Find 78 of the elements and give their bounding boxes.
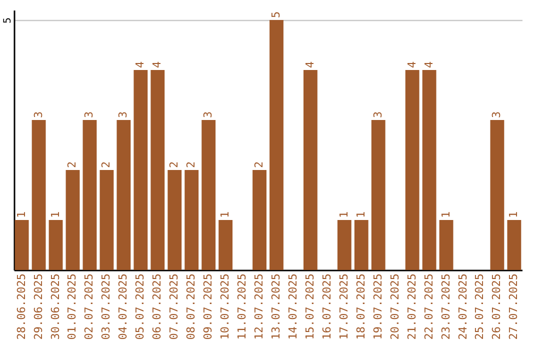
bar [116, 120, 131, 270]
bar [270, 20, 284, 270]
bar [150, 70, 165, 270]
x-tick-label: 17.07.2025 [337, 274, 350, 340]
bar [303, 70, 318, 270]
data-label: 1 [439, 211, 452, 218]
x-tick-label: 14.07.2025 [286, 274, 300, 340]
data-label: 3 [490, 111, 504, 118]
x-tick-label: 03.07.2025 [100, 274, 113, 340]
bar [405, 70, 420, 270]
bar [168, 170, 182, 270]
x-tick-label: 25.07.2025 [473, 274, 486, 340]
bar [184, 170, 199, 270]
x-tick-label: 02.07.2025 [82, 274, 96, 340]
data-label: 4 [422, 61, 436, 68]
bar [32, 120, 46, 270]
x-tick-label: 08.07.2025 [184, 274, 198, 340]
x-tick-label: 30.06.2025 [48, 274, 62, 340]
bar [100, 170, 114, 270]
x-tick-label: 15.07.2025 [303, 274, 316, 340]
data-label: 1 [337, 211, 350, 218]
data-label: 4 [150, 61, 164, 68]
x-tick-label: 20.07.2025 [388, 274, 402, 340]
bar [507, 220, 522, 270]
x-tick-label: 04.07.2025 [116, 274, 130, 340]
data-label: 3 [202, 111, 215, 118]
x-tick-label: 26.07.2025 [490, 274, 504, 340]
x-tick-label: 12.07.2025 [252, 274, 266, 340]
data-label: 1 [354, 211, 368, 218]
bar [337, 220, 352, 270]
x-tick-label: 01.07.2025 [66, 274, 79, 340]
bar [14, 220, 29, 270]
x-tick-label: 07.07.2025 [168, 274, 181, 340]
data-label: 1 [48, 211, 62, 218]
bar [422, 70, 436, 270]
data-label: 1 [14, 211, 28, 218]
bar [134, 70, 148, 270]
x-tick-label: 22.07.2025 [422, 274, 436, 340]
data-label: 2 [184, 161, 198, 168]
x-tick-label: 24.07.2025 [456, 274, 470, 340]
x-tick-label: 21.07.2025 [405, 274, 418, 340]
x-tick-label: 10.07.2025 [218, 274, 232, 340]
x-tick-label: 16.07.2025 [320, 274, 334, 340]
data-label: 3 [82, 111, 96, 118]
x-tick-label: 09.07.2025 [202, 274, 215, 340]
bar [354, 220, 368, 270]
x-tick-label: 05.07.2025 [134, 274, 147, 340]
data-label: 2 [168, 161, 181, 168]
x-tick-label: 27.07.2025 [507, 274, 520, 340]
bar [48, 220, 63, 270]
x-tick-label: 18.07.2025 [354, 274, 368, 340]
x-tick-label: 13.07.2025 [269, 274, 282, 340]
data-label: 3 [371, 111, 384, 118]
bar [202, 120, 216, 270]
x-tick-label: 28.06.2025 [14, 274, 28, 340]
bar [439, 220, 454, 270]
x-tick-label: 29.06.2025 [32, 274, 45, 340]
data-label: 1 [507, 211, 520, 218]
data-label: 3 [116, 111, 130, 118]
bar [82, 120, 97, 270]
data-label: 2 [252, 161, 266, 168]
bar [66, 170, 80, 270]
bar [490, 120, 504, 270]
x-tick-label: 19.07.2025 [371, 274, 384, 340]
bar [371, 120, 386, 270]
data-label: 2 [100, 161, 113, 168]
x-tick-label: 23.07.2025 [439, 274, 452, 340]
data-label: 4 [405, 61, 418, 68]
bar [218, 220, 233, 270]
x-tick-label: 11.07.2025 [236, 274, 249, 340]
data-label: 2 [66, 161, 79, 168]
data-label: 1 [218, 211, 232, 218]
x-tick-label: 06.07.2025 [150, 274, 164, 340]
bar [252, 170, 266, 270]
data-label: 3 [32, 111, 45, 118]
data-label: 5 [269, 11, 282, 18]
data-label: 4 [134, 61, 147, 68]
data-label: 4 [303, 61, 316, 68]
